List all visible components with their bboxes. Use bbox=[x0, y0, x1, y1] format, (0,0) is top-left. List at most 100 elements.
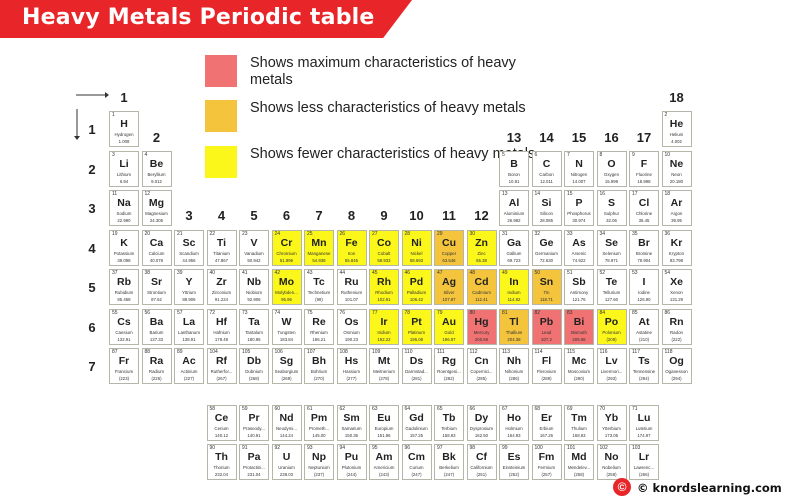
element-symbol: Bh bbox=[312, 355, 326, 367]
element-mass: (209) bbox=[606, 336, 617, 342]
element-number: 14 bbox=[534, 191, 541, 197]
element-name: Selenium bbox=[602, 250, 621, 256]
element-symbol: Fl bbox=[541, 355, 552, 367]
element-symbol: Au bbox=[442, 315, 456, 328]
element-number: 54 bbox=[664, 270, 671, 276]
element-number: 110 bbox=[404, 349, 413, 355]
element-cell: 29 Cu Copper 63.546 bbox=[434, 229, 464, 266]
footer-credit: © knordslearning.com bbox=[637, 481, 782, 495]
element-symbol: Am bbox=[375, 451, 393, 463]
element-mass: (277) bbox=[346, 376, 357, 381]
element-name: Arsenic bbox=[571, 250, 587, 256]
element-mass: (289) bbox=[541, 376, 552, 381]
group-arrow-icon bbox=[76, 92, 109, 98]
element-symbol: Cl bbox=[638, 197, 650, 209]
element-name: Mendelev... bbox=[567, 465, 591, 470]
element-symbol: No bbox=[604, 451, 619, 463]
element-cell: 42 Mo Molybden... 95.95 bbox=[271, 269, 302, 305]
element-symbol: Tm bbox=[571, 412, 587, 424]
copyright-icon: © bbox=[613, 478, 631, 496]
element-symbol: Db bbox=[247, 355, 261, 367]
element-number: 21 bbox=[177, 230, 183, 237]
element-number: 8 bbox=[599, 151, 603, 158]
element-name: Chromium bbox=[276, 250, 297, 256]
element-symbol: Zr bbox=[216, 276, 227, 288]
element-name: Argon bbox=[670, 211, 683, 216]
element-name: Hassium bbox=[342, 369, 361, 374]
element-name: Carbon bbox=[539, 171, 554, 177]
element-symbol: Ho bbox=[507, 412, 521, 424]
element-mass: 58.693 bbox=[409, 257, 424, 263]
element-number: 24 bbox=[274, 230, 281, 237]
element-symbol: Lv bbox=[605, 355, 618, 367]
element-name: Radon bbox=[670, 329, 683, 335]
element-symbol: N bbox=[575, 157, 583, 170]
element-number: 41 bbox=[242, 270, 248, 276]
element-symbol: Ar bbox=[670, 197, 683, 209]
group-label: 3 bbox=[185, 208, 193, 223]
element-name: Magnesium bbox=[145, 211, 168, 216]
element-symbol: Mo bbox=[278, 276, 295, 288]
element-cell: 72 Hf Hafnium 178.49 bbox=[206, 308, 237, 345]
element-name: Nickel bbox=[410, 250, 423, 256]
element-number: 34 bbox=[599, 230, 606, 237]
element-mass: 55.845 bbox=[344, 257, 359, 263]
element-symbol: Tl bbox=[509, 315, 519, 328]
element-cell: 5 B Boron 10.81 bbox=[499, 150, 529, 187]
element-number: 77 bbox=[372, 309, 378, 316]
element-number: 76 bbox=[339, 309, 346, 316]
element-cell: 83 Bi Bismuth 208.98 bbox=[564, 308, 594, 345]
element-number: 47 bbox=[437, 270, 443, 276]
element-cell: 94 Pu Plutonium (244) bbox=[336, 444, 367, 480]
element-name: Phosphorus bbox=[567, 211, 591, 216]
element-symbol: Br bbox=[638, 236, 650, 249]
element-number: 11 bbox=[112, 191, 118, 197]
element-mass: 145.00 bbox=[312, 433, 326, 438]
element-mass: 204.38 bbox=[507, 336, 521, 342]
element-name: Tennessine bbox=[632, 369, 656, 374]
element-name: Thulium bbox=[571, 426, 587, 431]
element-mass: 101.07 bbox=[344, 297, 359, 302]
element-symbol: Cd bbox=[474, 276, 489, 288]
element-number: 44 bbox=[339, 270, 346, 276]
element-name: Molybden... bbox=[275, 290, 298, 295]
legend-swatch-fewer bbox=[205, 146, 237, 178]
element-symbol: Y bbox=[185, 276, 193, 288]
element-symbol: W bbox=[281, 315, 292, 328]
element-cell: 36 Kr Krypton 83.798 bbox=[661, 229, 692, 266]
element-number: 61 bbox=[307, 406, 313, 412]
element-symbol: Ca bbox=[149, 236, 164, 249]
element-cell: 58 Ce Cerium 140.12 bbox=[206, 405, 237, 441]
element-symbol: Er bbox=[540, 412, 553, 424]
element-mass: 20.180 bbox=[669, 178, 684, 184]
element-name: Beryllium bbox=[147, 171, 166, 177]
element-symbol: I bbox=[642, 276, 646, 288]
element-mass: 44.956 bbox=[182, 257, 196, 263]
element-mass: 39.098 bbox=[117, 257, 131, 263]
element-cell: 9 F Fluorine 18.998 bbox=[629, 150, 659, 187]
element-mass: 107.87 bbox=[442, 297, 456, 302]
element-mass: (268) bbox=[248, 376, 260, 381]
element-mass: 15.999 bbox=[604, 178, 619, 184]
element-number: 31 bbox=[502, 230, 508, 237]
period-arrow-icon bbox=[74, 109, 80, 140]
element-number: 103 bbox=[632, 445, 641, 451]
element-name: Lithium bbox=[116, 171, 132, 177]
element-cell: 89 Ac Actinium (227) bbox=[174, 348, 204, 384]
element-number: 46 bbox=[404, 270, 411, 276]
element-mass: 12.011 bbox=[540, 178, 553, 184]
element-number: 82 bbox=[534, 309, 541, 316]
element-mass: 79.904 bbox=[637, 257, 651, 263]
group-label: 10 bbox=[409, 208, 424, 223]
element-cell: 68 Er Erbium 167.26 bbox=[531, 405, 562, 441]
group-label: 4 bbox=[217, 208, 226, 223]
element-name: Antimony bbox=[569, 290, 589, 295]
group-label: 16 bbox=[604, 130, 619, 145]
element-mass: (98) bbox=[315, 297, 323, 302]
element-name: Copper bbox=[441, 250, 457, 256]
element-cell: 33 As Arsenic 74.922 bbox=[564, 229, 594, 266]
element-symbol: Na bbox=[117, 197, 131, 209]
element-symbol: B bbox=[510, 157, 518, 170]
element-symbol: Cf bbox=[475, 451, 488, 463]
element-mass: 102.91 bbox=[377, 297, 391, 302]
